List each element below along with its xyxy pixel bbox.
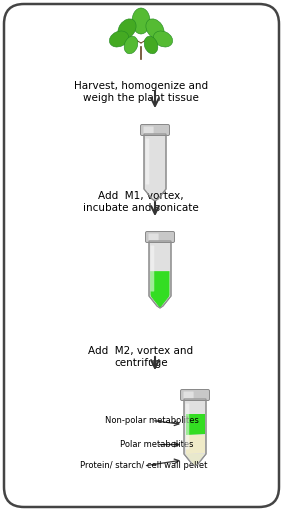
PathPatch shape <box>185 414 205 435</box>
PathPatch shape <box>151 271 170 308</box>
Text: Harvest, homogenize and
weigh the plant tissue: Harvest, homogenize and weigh the plant … <box>74 81 208 103</box>
Ellipse shape <box>144 36 158 54</box>
FancyBboxPatch shape <box>185 404 189 450</box>
Text: Non-polar metabolites: Non-polar metabolites <box>105 416 199 426</box>
FancyBboxPatch shape <box>140 125 170 135</box>
Ellipse shape <box>132 8 150 34</box>
FancyBboxPatch shape <box>181 389 209 401</box>
Ellipse shape <box>146 19 164 39</box>
FancyBboxPatch shape <box>183 391 194 399</box>
Ellipse shape <box>110 31 128 47</box>
PathPatch shape <box>185 435 205 454</box>
Ellipse shape <box>118 19 136 39</box>
Text: Protein/ starch/ cell wall pellet: Protein/ starch/ cell wall pellet <box>80 459 207 471</box>
Text: Add  M1, vortex,
incubate and sonicate: Add M1, vortex, incubate and sonicate <box>83 191 199 213</box>
PathPatch shape <box>184 399 206 466</box>
FancyBboxPatch shape <box>4 4 279 507</box>
Text: Add  M2, vortex and
centrifuge: Add M2, vortex and centrifuge <box>88 346 194 367</box>
PathPatch shape <box>144 134 166 201</box>
PathPatch shape <box>149 241 171 308</box>
FancyBboxPatch shape <box>145 231 175 243</box>
Ellipse shape <box>153 31 173 47</box>
Ellipse shape <box>124 36 138 54</box>
PathPatch shape <box>185 454 205 466</box>
FancyBboxPatch shape <box>151 245 154 291</box>
Text: Polar metabolites: Polar metabolites <box>120 440 194 449</box>
FancyBboxPatch shape <box>143 127 154 133</box>
FancyBboxPatch shape <box>145 138 149 184</box>
FancyBboxPatch shape <box>149 234 158 241</box>
